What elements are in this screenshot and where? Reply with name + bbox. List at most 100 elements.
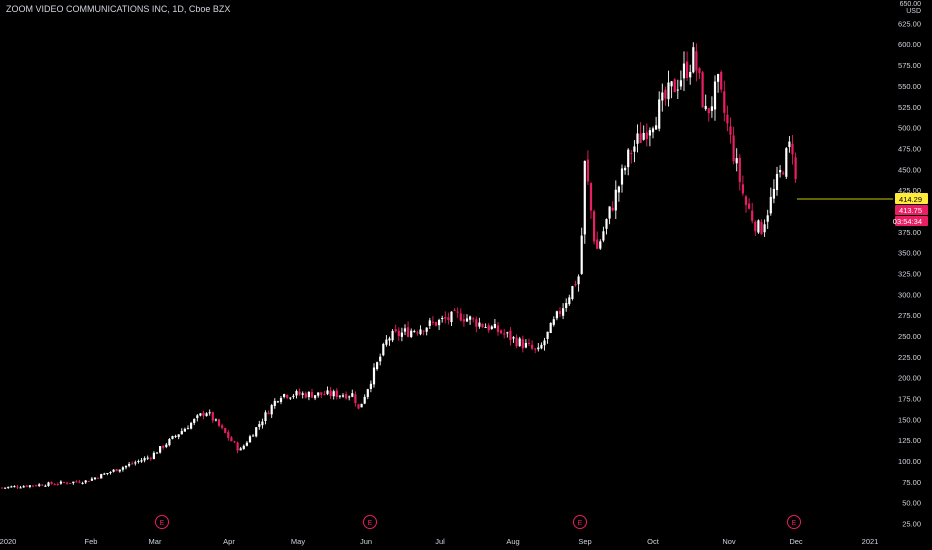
earnings-marker-icon[interactable] [573, 515, 587, 529]
candle-body [174, 435, 177, 437]
candle-body [450, 311, 453, 323]
candle-body [304, 393, 307, 398]
candle-body [295, 391, 298, 396]
candle-body [239, 448, 242, 451]
price-tick-label: 150.00 [898, 415, 921, 424]
earnings-marker-label: E [368, 520, 373, 527]
candle-body [369, 383, 372, 390]
candle-body [320, 392, 323, 395]
candle-body [689, 71, 692, 78]
candle-body [546, 331, 549, 339]
candle-body [199, 413, 202, 416]
candle-body [385, 339, 388, 345]
time-tick-label: Dec [789, 537, 803, 546]
candle-body [72, 481, 75, 484]
price-tick-label: 350.00 [898, 249, 921, 258]
time-tick-label: Apr [223, 537, 235, 546]
candle-body [493, 323, 496, 329]
candle-body [729, 126, 732, 135]
candle-body [100, 474, 103, 479]
candle-body [521, 339, 524, 349]
candle-body [270, 405, 273, 415]
candle-body [751, 210, 754, 221]
candle-body [704, 105, 707, 110]
candle-body [732, 135, 735, 162]
time-tick-label: Aug [506, 537, 519, 546]
candle-body [524, 342, 527, 348]
candle-body [527, 342, 531, 344]
candle-body [155, 452, 159, 454]
candle-body [453, 309, 456, 311]
candle-body [50, 482, 53, 484]
candle-body [487, 325, 490, 331]
candle-body [211, 412, 214, 421]
candle-body [376, 362, 379, 370]
price-tick-label: 25.00 [902, 520, 921, 529]
candle-body [438, 319, 441, 326]
candle-body [599, 241, 602, 249]
candle-body [13, 486, 16, 488]
candle-body [329, 390, 332, 396]
candle-body [16, 486, 19, 488]
time-tick-label: 2021 [862, 537, 879, 546]
candle-body [744, 196, 748, 205]
candle-body [186, 428, 190, 430]
candle-body [227, 432, 230, 438]
candle-body [608, 206, 611, 219]
candle-body [782, 172, 785, 175]
candle-body [310, 392, 314, 398]
candle-body [434, 322, 438, 326]
candle-body [317, 392, 320, 396]
candle-body [540, 344, 543, 349]
earnings-marker-icon[interactable] [155, 515, 169, 529]
candle-body [633, 146, 636, 152]
candle-body [605, 219, 608, 229]
candle-body [177, 434, 180, 437]
candle-body [658, 99, 661, 129]
time-tick-label: May [291, 537, 305, 546]
candle-body [66, 482, 69, 484]
candle-body [31, 485, 35, 487]
candle-body [112, 469, 115, 472]
candle-body [78, 481, 81, 483]
candle-body [298, 391, 301, 395]
candle-body [726, 114, 729, 124]
earnings-marker-icon[interactable] [363, 515, 377, 529]
candle-body [196, 415, 199, 419]
candle-body [193, 419, 196, 423]
time-tick-label: Nov [722, 537, 736, 546]
candle-body [577, 276, 580, 285]
candle-body [208, 412, 211, 414]
candle-body [518, 338, 521, 347]
candle-body [338, 395, 341, 397]
candle-body [159, 446, 162, 453]
candle-body [692, 47, 695, 73]
candle-body [149, 457, 152, 459]
candle-body [717, 74, 720, 82]
candle-body [602, 231, 605, 241]
candle-body [642, 133, 645, 140]
candle-body [555, 311, 558, 319]
candle-body [531, 344, 534, 349]
second-price-badge [895, 205, 928, 216]
price-tick-label: 200.00 [898, 374, 921, 383]
candle-body [106, 472, 109, 474]
candle-body [596, 239, 599, 249]
candle-body [769, 196, 772, 214]
candle-body [171, 436, 174, 439]
candle-body [410, 330, 413, 338]
price-tick-label: 250.00 [898, 332, 921, 341]
candle-body [255, 427, 258, 437]
candle-body [53, 484, 56, 486]
candle-body [738, 157, 741, 183]
candle-body [146, 457, 149, 459]
candle-body [490, 326, 493, 329]
candle-body [332, 391, 335, 397]
candle-body [723, 91, 726, 113]
candle-body [586, 159, 589, 182]
candle-body [707, 108, 710, 114]
candle-body [59, 481, 62, 484]
earnings-marker-icon[interactable] [787, 515, 801, 529]
candle-body [335, 390, 338, 398]
